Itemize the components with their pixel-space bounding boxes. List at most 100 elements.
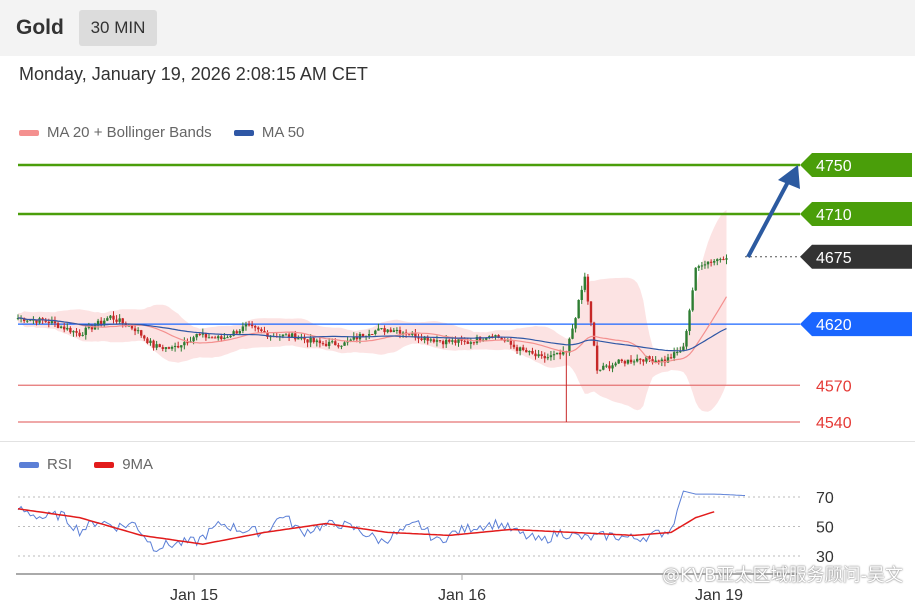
candle-body [429,339,432,341]
legend-item-ma50: MA 50 [233,124,305,141]
candle-body [454,340,457,343]
candle-body [223,337,226,340]
legend-swatch-ma50 [233,130,254,137]
candle-body [398,329,402,334]
candle-body [59,326,63,328]
candle-body [130,325,134,329]
level-tag-4675 [800,244,912,269]
candle-body [509,340,513,345]
candle-body [158,344,161,348]
candle-body [226,337,229,339]
candle-body [106,318,109,321]
legend-label-ma50: MA 50 [261,124,305,141]
candle-body [515,347,519,351]
candle-body [50,321,54,323]
candle-body [642,359,645,362]
candle-body [383,328,386,333]
candle-body [688,310,691,331]
candle-body [167,347,171,349]
candle-body [522,347,525,351]
level-label-4540: 4540 [816,415,852,432]
candle-body [281,334,285,337]
candle-body [558,352,562,355]
candle-body [377,328,380,331]
candle-body [241,326,245,332]
candle-body [700,265,704,267]
x-tick-label-2: Jan 19 [695,587,743,604]
candle-body [53,321,57,324]
level-tag-4750 [800,153,912,177]
candle-body [133,328,137,332]
trend-arrow-head [778,165,800,189]
candle-body [478,336,482,341]
candle-body [571,328,574,339]
candle-body [81,334,84,336]
legend-label-ma20: MA 20 + Bollinger Bands [47,124,212,141]
candle-body [694,267,697,291]
bollinger-band-layer [18,209,727,412]
candle-body [115,319,118,322]
candle-body [349,339,352,341]
candle-body [629,359,633,363]
candle-body [294,333,297,340]
candle-body [444,339,448,345]
candle-body [210,337,214,339]
candle-body [663,359,667,363]
candle-body [426,336,429,341]
candle-body [503,340,506,342]
candle-body [703,264,707,266]
candle-body [722,259,725,261]
main-legend: MA 20 + Bollinger Bands MA 50 [19,124,322,141]
candle-body [32,319,35,321]
candle-body [417,337,420,339]
candle-body [608,365,611,369]
ma50-line [18,317,727,352]
legend-item-9ma: 9MA [94,456,153,473]
trend-arrow-shaft [746,179,791,258]
candle-body [540,354,543,357]
candle-body [660,359,664,363]
x-tick-label-0: Jan 15 [170,587,218,604]
candle-body [685,330,688,347]
candle-body [632,361,636,363]
watermark: @KVB亚太区域服务顾问-吴文 [662,565,903,586]
candle-body [235,331,238,334]
legend-swatch-rsi [19,462,39,469]
candle-body [284,334,288,336]
candle-body [599,369,602,371]
candle-body [312,337,315,343]
candle-body [392,330,396,333]
candle-body [534,353,537,357]
candle-body [451,340,454,342]
candle-body [90,325,94,330]
x-tick-label-1: Jan 16 [438,587,486,604]
candle-body [697,266,700,268]
candle-body [195,334,198,338]
candle-body [691,290,694,311]
candle-body [247,324,251,326]
candle-body [614,363,617,366]
candle-body [140,330,143,336]
candle-body [266,332,269,337]
candle-body [75,331,78,333]
candle-body [47,321,51,323]
candle-body [623,361,627,364]
candle-body [460,339,463,341]
candle-body [725,258,728,260]
candle-body [500,337,503,341]
candle-body [617,359,620,364]
candle-body [44,320,47,322]
candle-body [192,337,195,342]
candle-body [213,337,217,339]
candle-body [494,335,497,337]
candle-body [26,320,29,322]
candle-body [257,327,260,330]
candle-body [506,340,510,342]
candle-body [352,336,355,340]
candle-body [435,340,439,342]
timeframe-button[interactable]: 30 MIN [79,10,157,46]
candle-body [420,338,423,340]
candle-body [555,352,559,355]
candle-body [204,333,208,338]
